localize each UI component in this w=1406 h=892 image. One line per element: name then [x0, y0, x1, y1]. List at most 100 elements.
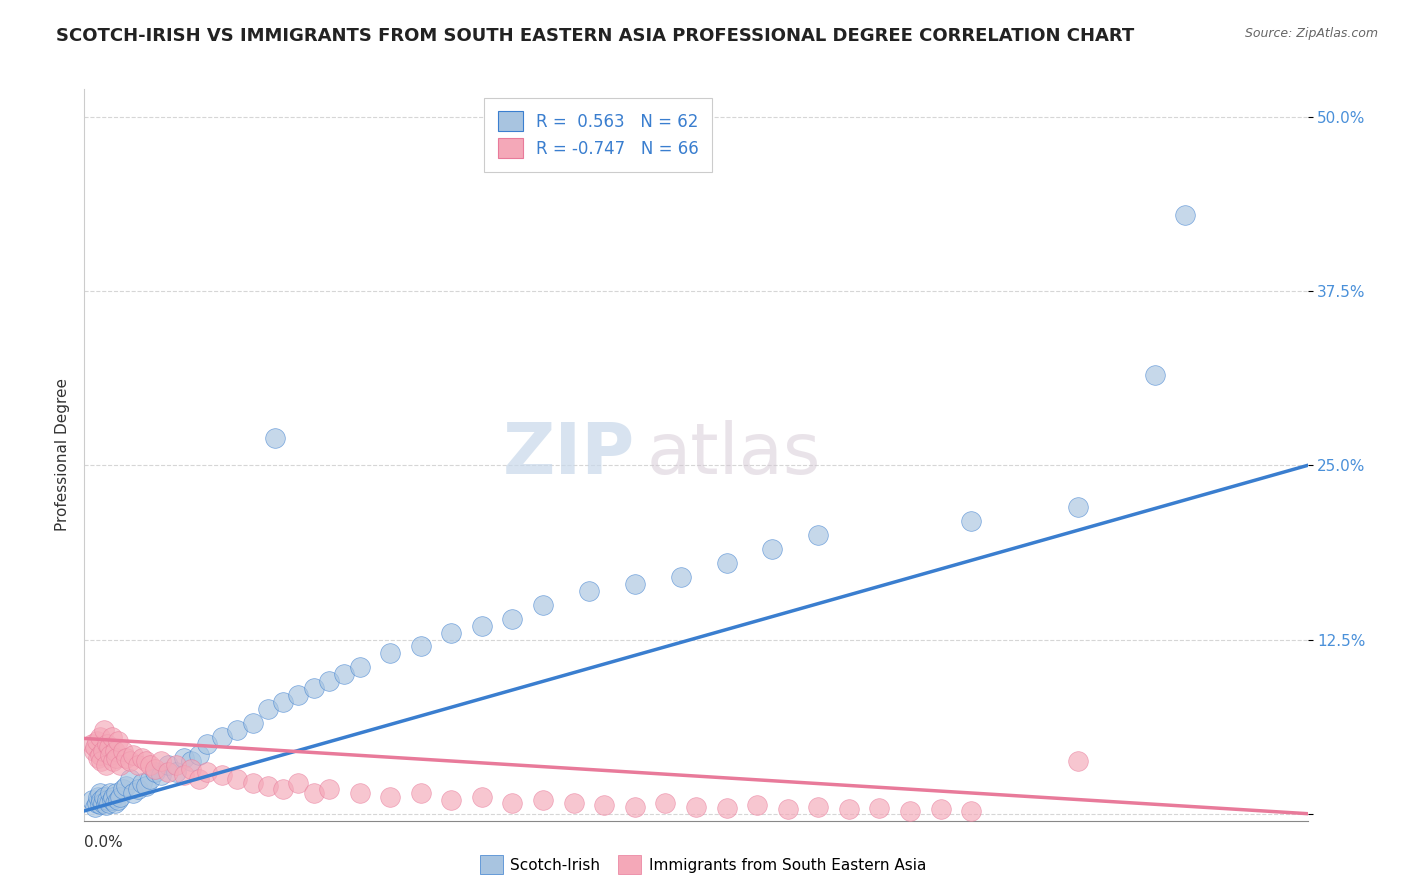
Point — [531, 793, 554, 807]
Point — [127, 781, 149, 796]
Point — [211, 767, 233, 781]
Point — [242, 716, 264, 731]
Point — [165, 764, 187, 779]
Point — [929, 803, 952, 817]
Legend: Scotch-Irish, Immigrants from South Eastern Asia: Scotch-Irish, Immigrants from South East… — [474, 849, 932, 880]
Point — [409, 786, 432, 800]
Point — [440, 625, 463, 640]
Point — [685, 799, 707, 814]
Point — [86, 796, 108, 810]
Point — [333, 667, 356, 681]
Point — [120, 754, 142, 768]
Point — [807, 799, 830, 814]
Point — [838, 803, 860, 817]
Point — [302, 681, 325, 696]
Point — [593, 798, 616, 813]
Point — [226, 723, 249, 737]
Point — [380, 647, 402, 661]
Point — [318, 674, 340, 689]
Point — [440, 793, 463, 807]
Point — [409, 640, 432, 654]
Point — [624, 576, 647, 591]
Point — [90, 793, 112, 807]
Point — [716, 801, 738, 815]
Point — [287, 688, 309, 702]
Text: SCOTCH-IRISH VS IMMIGRANTS FROM SOUTH EASTERN ASIA PROFESSIONAL DEGREE CORRELATI: SCOTCH-IRISH VS IMMIGRANTS FROM SOUTH EA… — [56, 27, 1135, 45]
Point — [776, 803, 799, 817]
Point — [104, 744, 127, 758]
Point — [1067, 754, 1090, 768]
Point — [654, 796, 676, 810]
Point — [80, 737, 103, 751]
Point — [173, 767, 195, 781]
Point — [89, 786, 111, 800]
Point — [94, 758, 117, 772]
Point — [89, 797, 111, 811]
Point — [87, 789, 110, 804]
Point — [101, 793, 124, 807]
Text: 0.0%: 0.0% — [84, 835, 124, 850]
Point — [122, 786, 145, 800]
Point — [349, 786, 371, 800]
Point — [114, 751, 136, 765]
Point — [898, 804, 921, 818]
Point — [105, 751, 128, 765]
Point — [669, 570, 692, 584]
Point — [107, 734, 129, 748]
Point — [195, 737, 218, 751]
Point — [624, 799, 647, 814]
Point — [120, 772, 142, 786]
Point — [562, 796, 585, 810]
Point — [89, 748, 111, 763]
Point — [149, 767, 172, 781]
Point — [111, 744, 134, 758]
Point — [502, 612, 524, 626]
Point — [108, 758, 131, 772]
Point — [180, 754, 202, 768]
Point — [105, 786, 128, 800]
Point — [257, 779, 280, 793]
Point — [103, 789, 125, 804]
Point — [1067, 500, 1090, 515]
Point — [578, 583, 600, 598]
Point — [271, 781, 294, 796]
Point — [195, 764, 218, 779]
Point — [242, 776, 264, 790]
Point — [471, 789, 494, 804]
Text: ZIP: ZIP — [502, 420, 636, 490]
Point — [157, 764, 180, 779]
Point — [139, 758, 162, 772]
Point — [139, 772, 162, 786]
Point — [531, 598, 554, 612]
Point — [114, 779, 136, 793]
Point — [93, 789, 115, 804]
Text: Source: ZipAtlas.com: Source: ZipAtlas.com — [1244, 27, 1378, 40]
Point — [131, 776, 153, 790]
Point — [103, 754, 125, 768]
Point — [318, 781, 340, 796]
Point — [135, 754, 157, 768]
Point — [716, 556, 738, 570]
Point — [104, 796, 127, 810]
Point — [960, 514, 983, 528]
Point — [97, 739, 120, 754]
Point — [98, 748, 121, 763]
Point — [264, 430, 287, 444]
Point — [90, 754, 112, 768]
Point — [271, 695, 294, 709]
Point — [108, 789, 131, 804]
Point — [471, 618, 494, 632]
Point — [111, 781, 134, 796]
Text: atlas: atlas — [647, 420, 821, 490]
Point — [869, 801, 891, 815]
Point — [91, 796, 114, 810]
Point — [135, 779, 157, 793]
Point — [226, 772, 249, 786]
Point — [143, 762, 166, 776]
Point — [83, 744, 105, 758]
Point — [173, 751, 195, 765]
Point — [84, 739, 107, 754]
Point — [287, 776, 309, 790]
Point — [761, 541, 783, 556]
Point — [94, 798, 117, 813]
